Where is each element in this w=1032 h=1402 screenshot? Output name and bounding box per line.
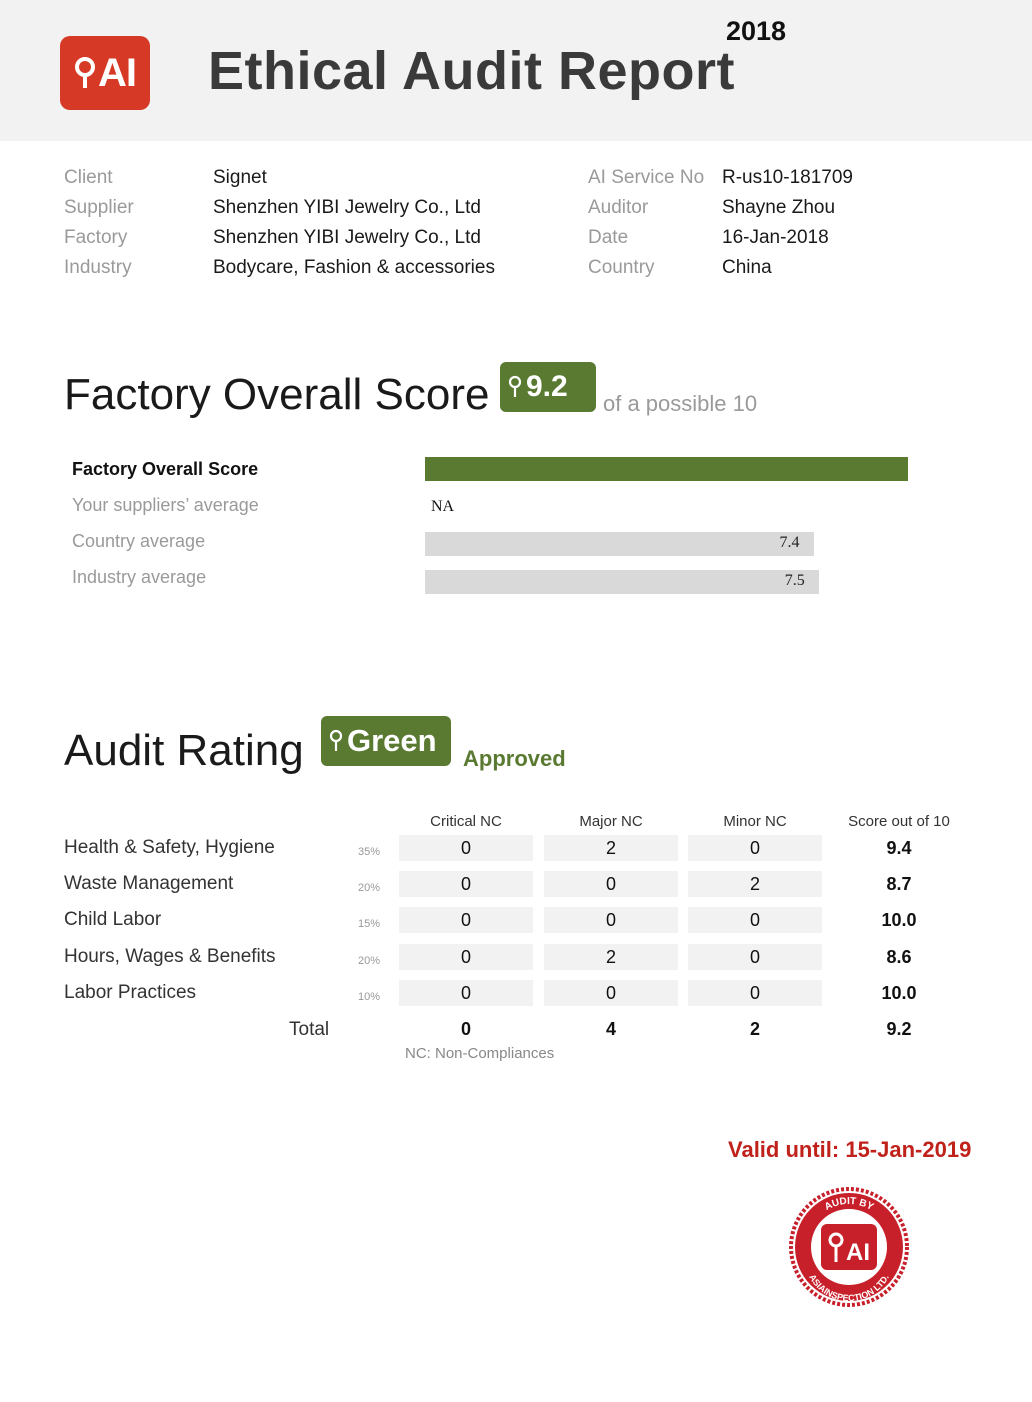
table-row-weight: 20% <box>358 882 381 894</box>
rating-badge: Green <box>321 716 451 766</box>
magnifier-icon <box>75 57 95 88</box>
country-label: Country <box>588 257 655 278</box>
overall-score-suffix: of a possible 10 <box>603 391 758 416</box>
bar-track-country: 7.4 <box>425 532 950 556</box>
minor-nc-cell: 0 <box>688 835 822 861</box>
factory-label: Factory <box>64 227 128 248</box>
valid-until: Valid until: 15-Jan-2019 <box>728 1137 972 1162</box>
overall-score-title: Factory Overall Score <box>64 370 490 419</box>
major-nc-cell: 2 <box>544 835 678 861</box>
company-logo: AI <box>60 36 150 110</box>
table-row-weight: 35% <box>358 846 381 858</box>
magnifier-icon <box>508 375 522 397</box>
score-cell: 10.0 <box>881 910 917 930</box>
service-no-value: R-us10-181709 <box>722 167 853 188</box>
score-label-suppliers: Your suppliers’ average <box>72 495 259 515</box>
table-row-weight: 10% <box>358 991 381 1003</box>
bar-track-industry: 7.5 <box>425 570 950 594</box>
critical-nc-cell: 0 <box>399 871 533 897</box>
score-cell: 8.6 <box>886 947 912 967</box>
date-value: 16-Jan-2018 <box>722 227 829 248</box>
total-score: 9.2 <box>886 1019 912 1039</box>
audit-rating-title: Audit Rating <box>64 726 304 775</box>
col-major-nc: Major NC <box>579 813 643 830</box>
audit-stamp-seal: AUDIT BY ASIAINSPECTION LTD. AI <box>789 1187 909 1307</box>
svg-text:AI: AI <box>846 1239 870 1266</box>
minor-nc-cell: 0 <box>688 907 822 933</box>
total-major: 4 <box>605 1019 616 1039</box>
minor-nc-cell: 2 <box>688 871 822 897</box>
rating-status: Approved <box>463 746 566 771</box>
bar-factory <box>425 457 908 481</box>
report-title: Ethical Audit Report <box>208 41 736 101</box>
score-cell: 10.0 <box>881 983 917 1003</box>
score-cell: 9.4 <box>886 838 912 858</box>
bar-label-factory: 9.2 <box>922 459 942 476</box>
table-row-label: Child Labor <box>64 909 162 930</box>
auditor-value: Shayne Zhou <box>722 197 836 218</box>
industry-value: Bodycare, Fashion & accessories <box>213 257 495 278</box>
date-label: Date <box>588 227 629 248</box>
client-label: Client <box>64 167 113 188</box>
minor-nc-cell: 0 <box>688 944 822 970</box>
minor-nc-cell: 0 <box>688 980 822 1006</box>
table-row-weight: 20% <box>358 955 381 967</box>
score-cell: 8.7 <box>886 874 912 894</box>
report-header: AI Ethical Audit Report 2018 <box>0 0 1032 141</box>
critical-nc-cell: 0 <box>399 835 533 861</box>
major-nc-cell: 0 <box>544 907 678 933</box>
report-year: 2018 <box>726 16 787 46</box>
rating-badge-label: Green <box>347 723 437 758</box>
col-critical-nc: Critical NC <box>430 813 502 830</box>
table-row-label: Waste Management <box>64 873 234 894</box>
total-minor: 2 <box>749 1019 760 1039</box>
svg-text:AUDIT BY: AUDIT BY <box>823 1196 876 1213</box>
logo-text: AI <box>98 50 137 95</box>
col-minor-nc: Minor NC <box>723 813 787 830</box>
supplier-label: Supplier <box>64 197 134 218</box>
country-value: China <box>722 257 772 278</box>
industry-label: Industry <box>64 257 132 278</box>
factory-value: Shenzhen YIBI Jewelry Co., Ltd <box>213 227 481 248</box>
bar-industry <box>425 570 819 594</box>
service-no-label: AI Service No <box>588 167 705 188</box>
score-label-factory: Factory Overall Score <box>72 459 259 479</box>
overall-score-badge: 9.2 <box>500 362 596 412</box>
table-row-label: Health & Safety, Hygiene <box>64 837 275 858</box>
score-label-industry: Industry average <box>72 567 207 587</box>
critical-nc-cell: 0 <box>399 980 533 1006</box>
bar-label-country: 7.4 <box>779 534 800 551</box>
magnifier-icon <box>329 729 343 751</box>
major-nc-cell: 0 <box>544 980 678 1006</box>
client-value: Signet <box>213 167 267 188</box>
supplier-value: Shenzhen YIBI Jewelry Co., Ltd <box>213 197 481 218</box>
critical-nc-cell: 0 <box>399 944 533 970</box>
col-score: Score out of 10 <box>848 813 950 830</box>
major-nc-cell: 2 <box>544 944 678 970</box>
score-label-country: Country average <box>72 531 206 551</box>
bar-country <box>425 532 814 556</box>
critical-nc-cell: 0 <box>399 907 533 933</box>
bar-label-suppliers: NA <box>431 498 455 515</box>
nc-footnote: NC: Non-Compliances <box>405 1045 555 1062</box>
bar-label-industry: 7.5 <box>784 572 805 589</box>
table-row-label: Labor Practices <box>64 982 197 1003</box>
major-nc-cell: 0 <box>544 871 678 897</box>
table-row-label: Hours, Wages & Benefits <box>64 946 276 967</box>
total-critical: 0 <box>460 1019 471 1039</box>
auditor-label: Auditor <box>588 197 649 218</box>
total-label: Total <box>289 1019 330 1040</box>
bar-track-factory: 9.2 <box>425 457 950 481</box>
overall-score-value: 9.2 <box>526 370 568 403</box>
table-row-weight: 15% <box>358 918 381 930</box>
